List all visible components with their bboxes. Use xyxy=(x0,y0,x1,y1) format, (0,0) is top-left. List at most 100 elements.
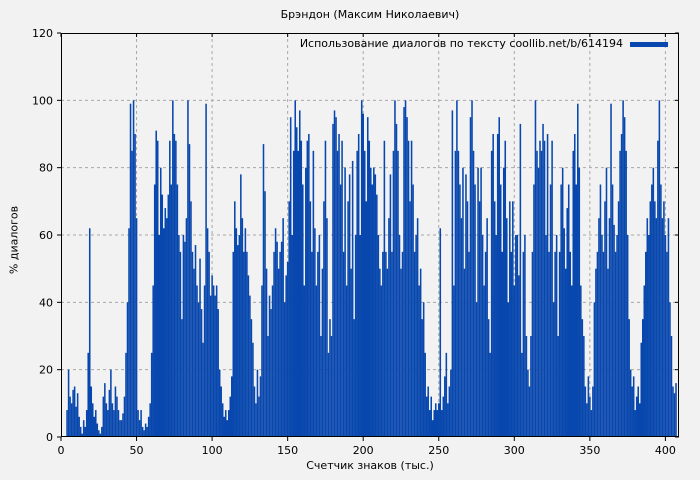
data-bar xyxy=(504,140,507,437)
data-bar xyxy=(407,140,410,437)
data-bar xyxy=(652,167,655,438)
data-bar xyxy=(540,150,543,437)
data-bar xyxy=(493,201,496,437)
data-bar xyxy=(289,117,292,438)
data-bar xyxy=(153,184,156,437)
data-bar xyxy=(161,194,164,437)
data-bar xyxy=(87,352,89,437)
data-bar xyxy=(394,100,396,437)
data-bar xyxy=(202,342,204,437)
data-bar xyxy=(84,426,86,437)
data-bar xyxy=(646,218,649,437)
data-bar xyxy=(156,140,159,437)
data-bar xyxy=(536,150,538,437)
data-bar xyxy=(457,150,460,437)
y-tick-label: 20 xyxy=(39,364,53,377)
data-bar xyxy=(312,150,315,437)
data-bar xyxy=(292,150,295,437)
data-bar xyxy=(298,110,301,438)
data-bar xyxy=(107,410,109,437)
data-bar xyxy=(221,403,224,437)
data-bar xyxy=(179,251,182,437)
data-bar xyxy=(590,410,593,437)
data-bar xyxy=(212,285,215,437)
data-bar xyxy=(67,369,70,437)
data-bar xyxy=(96,423,99,437)
data-bar xyxy=(223,416,225,437)
data-bar xyxy=(495,235,497,437)
data-bar xyxy=(383,140,386,437)
data-bar xyxy=(91,403,94,437)
data-bar xyxy=(190,201,192,437)
data-bar xyxy=(274,228,277,437)
data-bar xyxy=(303,285,306,437)
data-bar xyxy=(661,218,664,437)
data-bar xyxy=(610,103,612,437)
data-bar xyxy=(655,218,658,437)
data-bar xyxy=(235,228,238,437)
data-bar xyxy=(484,251,487,437)
data-bar xyxy=(262,144,265,437)
data-bar xyxy=(466,201,469,437)
data-bar xyxy=(675,383,677,437)
data-bar xyxy=(309,201,312,437)
data-bar xyxy=(81,433,83,437)
data-bar xyxy=(395,123,398,438)
data-bar xyxy=(512,201,514,437)
data-bar xyxy=(593,302,596,437)
data-bar xyxy=(572,150,575,437)
data-bar xyxy=(527,369,529,437)
data-bar xyxy=(649,201,652,437)
data-bar xyxy=(243,251,245,437)
data-bar xyxy=(371,184,374,437)
data-bar xyxy=(530,336,532,437)
data-bar xyxy=(522,251,525,437)
data-bar xyxy=(267,336,269,437)
y-tick-label: 80 xyxy=(39,162,53,175)
data-bar xyxy=(268,295,271,437)
data-bar xyxy=(326,218,328,437)
data-bar xyxy=(425,396,428,437)
data-bar xyxy=(397,150,399,437)
data-bar xyxy=(602,251,605,437)
data-bar xyxy=(641,319,644,437)
data-bar xyxy=(400,268,402,437)
data-bar xyxy=(265,268,268,437)
data-bar xyxy=(178,235,180,437)
data-bar xyxy=(584,386,587,437)
data-bar xyxy=(252,342,254,437)
data-bar xyxy=(147,416,150,437)
data-bar xyxy=(208,251,210,437)
data-bar xyxy=(88,228,91,437)
data-bar xyxy=(116,396,118,437)
data-bar xyxy=(601,235,603,437)
data-bar xyxy=(577,103,579,437)
data-bar xyxy=(318,235,321,437)
data-bar xyxy=(513,285,516,437)
data-bar xyxy=(117,410,120,437)
data-bar xyxy=(413,251,416,437)
data-bar xyxy=(305,167,307,438)
data-bar xyxy=(126,302,129,437)
data-bar xyxy=(240,174,242,437)
data-bar xyxy=(176,184,179,437)
data-bar xyxy=(172,100,174,437)
data-bar xyxy=(244,228,247,437)
data-bar xyxy=(376,194,378,437)
data-bar xyxy=(288,201,290,437)
data-bar xyxy=(339,184,342,437)
data-bar xyxy=(589,396,591,437)
y-tick-label: 120 xyxy=(32,27,53,40)
data-bar xyxy=(385,251,387,437)
data-bar xyxy=(534,100,537,437)
data-bar xyxy=(496,134,499,437)
data-bar xyxy=(404,100,407,437)
data-bar xyxy=(453,285,455,437)
data-bar xyxy=(651,184,653,437)
data-bar xyxy=(567,184,570,437)
data-bar xyxy=(295,127,298,438)
data-bar xyxy=(669,302,671,437)
data-bar xyxy=(581,319,584,437)
data-bar xyxy=(344,167,346,438)
